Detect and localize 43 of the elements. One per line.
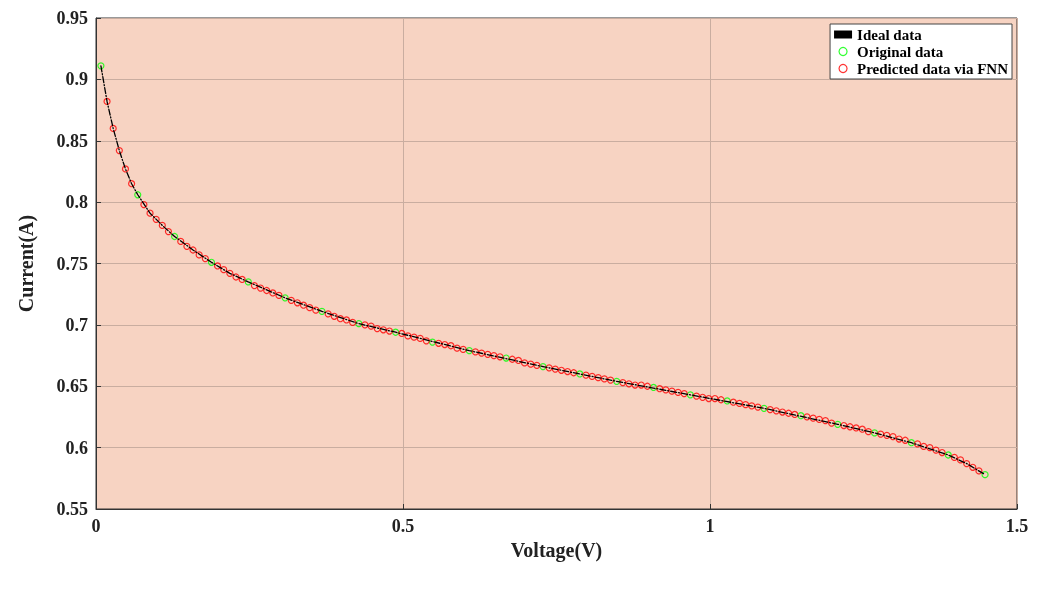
legend-label: Predicted data via FNN (857, 60, 1009, 77)
legend-label: Ideal data (857, 26, 923, 43)
point (97, 62, 105, 70)
point (686, 391, 694, 399)
point (649, 383, 658, 392)
point (723, 397, 731, 405)
point (171, 232, 179, 241)
point (834, 420, 842, 428)
point (907, 439, 915, 447)
point (944, 451, 952, 459)
point (576, 370, 584, 378)
point (613, 377, 621, 385)
point (760, 404, 768, 412)
point (281, 294, 289, 302)
x-tick-label: 1 (705, 516, 715, 536)
point (355, 320, 363, 328)
point (539, 363, 547, 371)
y-tick-label: 0.65 (56, 376, 88, 397)
y-tick-label: 0.85 (56, 130, 88, 151)
y-tick-label: 0.6 (65, 437, 88, 458)
x-tick-label: 0 (91, 516, 101, 536)
y-tick-label: 0.95 (56, 8, 88, 28)
point (207, 258, 216, 266)
point (392, 328, 400, 336)
x-axis-title: Voltage(V) (510, 538, 603, 562)
point (797, 412, 805, 420)
point (318, 307, 326, 315)
y-tick-label: 0.75 (56, 253, 88, 274)
x-tick-label: 0.5 (391, 516, 415, 536)
legend-label: Original data (857, 43, 944, 60)
point (465, 347, 473, 355)
y-tick-label: 0.7 (65, 314, 88, 335)
point (981, 471, 989, 479)
x-tick-label: 1.5 (1005, 516, 1029, 536)
y-tick-label: 0.55 (56, 499, 88, 519)
point (244, 278, 252, 286)
point (502, 354, 510, 362)
y-tick-label: 0.8 (65, 192, 88, 213)
point (134, 191, 142, 199)
point (428, 338, 437, 346)
y-tick-label: 0.9 (65, 69, 88, 90)
y-axis-title: Current(A) (15, 214, 38, 313)
point (870, 429, 879, 437)
